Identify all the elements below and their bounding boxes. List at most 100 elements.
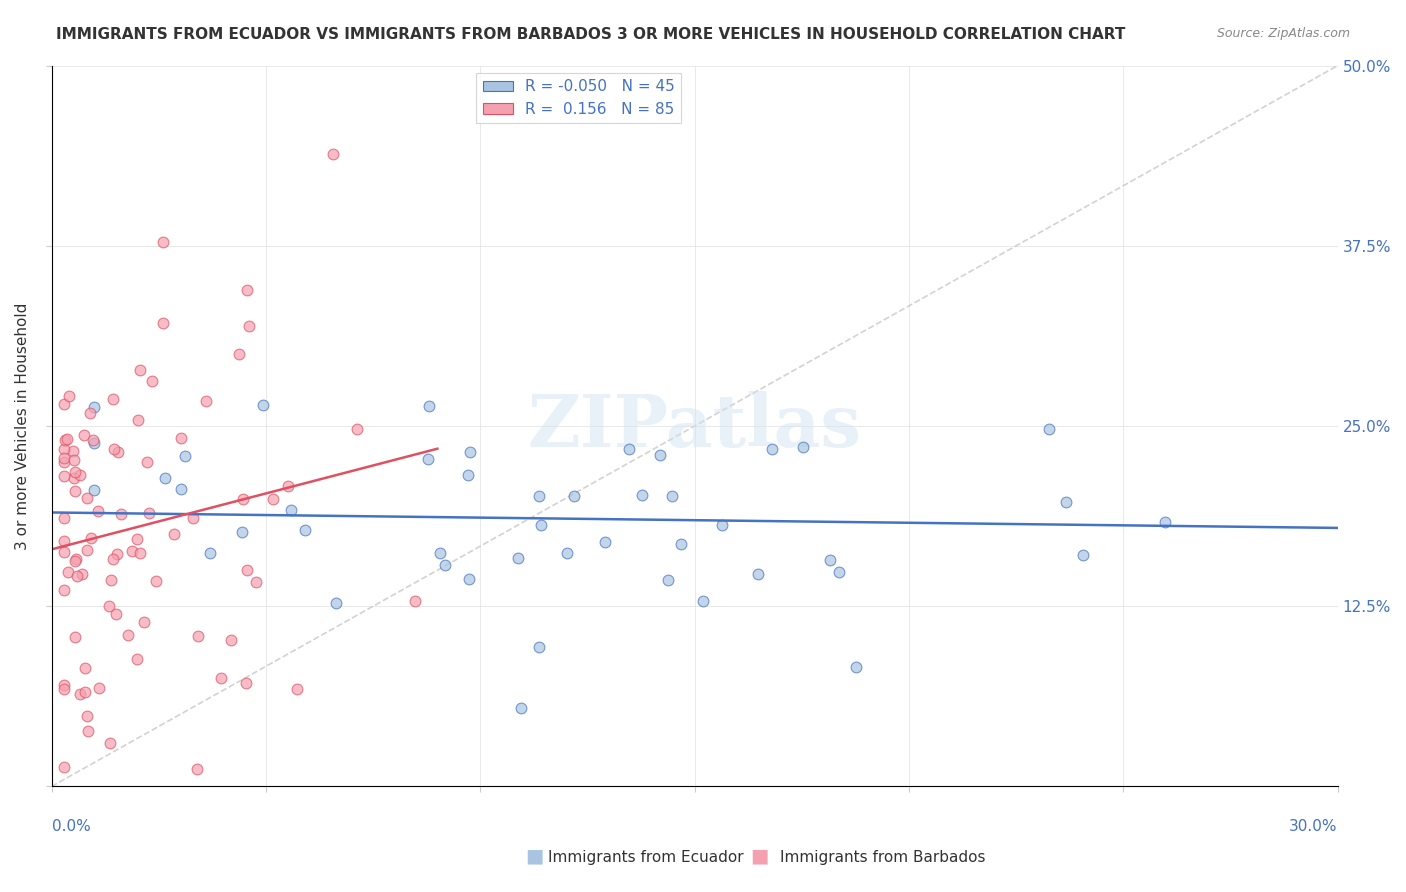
Point [53, 583, 76, 598]
Point [1054, 495, 1077, 509]
Point [89, 681, 111, 695]
Point [53, 397, 76, 411]
Point [557, 546, 579, 560]
Point [129, 363, 152, 377]
Text: ■: ■ [524, 847, 544, 865]
Point [101, 551, 124, 566]
Text: ■: ■ [749, 847, 769, 865]
Point [747, 567, 769, 582]
Point [228, 347, 250, 361]
Point [136, 455, 159, 469]
Point [73, 685, 96, 699]
Point [53, 759, 76, 773]
Point [181, 511, 204, 525]
Point [62, 453, 84, 467]
Point [285, 682, 308, 697]
Point [76, 491, 98, 505]
Point [65, 630, 87, 644]
Point [671, 537, 693, 551]
Point [1071, 548, 1094, 562]
Point [294, 523, 316, 537]
Point [83, 401, 105, 415]
Point [76, 542, 98, 557]
Point [280, 502, 302, 516]
Point [121, 544, 143, 558]
Point [235, 284, 257, 298]
Point [508, 550, 530, 565]
Point [53, 510, 76, 524]
Point [117, 628, 139, 642]
Point [457, 467, 479, 482]
Point [828, 566, 851, 580]
Point [245, 575, 267, 590]
Point [105, 547, 128, 561]
Point [83, 436, 105, 450]
Point [153, 471, 176, 485]
Point [631, 488, 654, 502]
Point [186, 762, 208, 776]
Point [127, 532, 149, 546]
Point [820, 552, 842, 566]
Point [325, 596, 347, 610]
Point [58, 389, 80, 403]
Point [170, 482, 193, 496]
Point [510, 701, 533, 715]
Point [418, 399, 440, 413]
Point [80, 531, 103, 545]
Point [404, 594, 426, 608]
Point [562, 490, 585, 504]
Point [53, 678, 76, 692]
Point [527, 640, 550, 654]
Point [107, 444, 129, 458]
Point [145, 574, 167, 589]
Point [98, 599, 121, 614]
Text: ZIPatlas: ZIPatlas [527, 391, 862, 461]
Point [53, 451, 76, 466]
Point [231, 524, 253, 539]
Point [66, 569, 89, 583]
Point [56, 566, 79, 580]
Point [235, 563, 257, 577]
Point [53, 545, 76, 559]
Point [69, 687, 91, 701]
Point [53, 433, 76, 447]
Point [82, 433, 104, 447]
Point [845, 660, 868, 674]
Point [650, 448, 672, 462]
Point [195, 393, 218, 408]
Point [1038, 422, 1060, 436]
Point [163, 526, 186, 541]
Point [62, 471, 84, 485]
Point [152, 235, 174, 250]
Point [69, 468, 91, 483]
Point [53, 455, 76, 469]
Point [62, 444, 84, 458]
Point [661, 489, 683, 503]
Y-axis label: 3 or more Vehicles in Household: 3 or more Vehicles in Household [15, 302, 30, 549]
Point [593, 535, 616, 549]
Point [657, 573, 679, 587]
Point [53, 534, 76, 549]
Point [346, 422, 368, 436]
Point [87, 504, 110, 518]
Point [105, 607, 128, 621]
Text: 30.0%: 30.0% [1289, 819, 1337, 834]
Point [200, 545, 222, 559]
Point [100, 735, 122, 749]
Point [434, 558, 457, 572]
Point [252, 398, 274, 412]
Point [235, 676, 257, 690]
Point [152, 316, 174, 330]
Point [418, 452, 440, 467]
Point [53, 442, 76, 456]
Point [322, 146, 344, 161]
Point [83, 483, 105, 497]
Point [1153, 515, 1175, 529]
Point [187, 629, 209, 643]
Text: Immigrants from Barbados: Immigrants from Barbados [780, 850, 986, 865]
Point [127, 412, 149, 426]
Text: 0.0%: 0.0% [52, 819, 90, 834]
Point [73, 427, 96, 442]
Point [73, 661, 96, 675]
Point [63, 483, 86, 498]
